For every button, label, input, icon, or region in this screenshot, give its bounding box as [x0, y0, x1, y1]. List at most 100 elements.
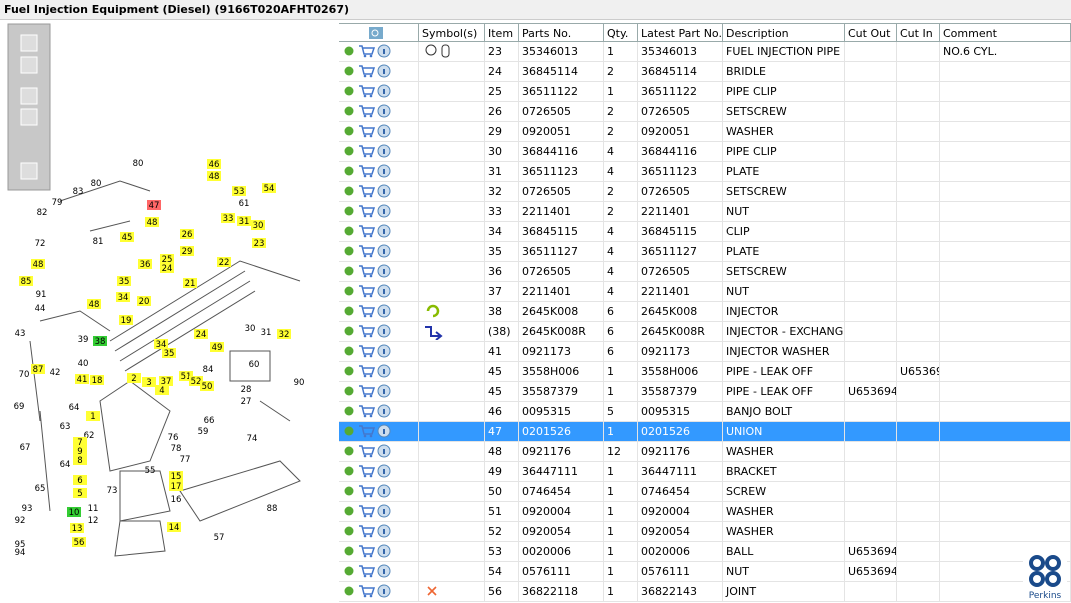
table-cell: 2645K008	[638, 302, 723, 322]
row-icons	[339, 582, 419, 602]
table-cell: 0921173	[638, 342, 723, 362]
window-title: Fuel Injection Equipment (Diesel) (9166T…	[0, 0, 1071, 20]
callout: 53	[234, 187, 245, 197]
table-cell	[845, 282, 897, 302]
toolbar-button[interactable]	[20, 34, 38, 52]
callout: 36	[140, 260, 151, 270]
table-cell: 46	[485, 402, 519, 422]
table-cell	[940, 142, 1071, 162]
table-cell: 36511123	[519, 162, 604, 182]
table-cell: 4	[604, 142, 638, 162]
callout: 77	[180, 455, 191, 465]
table-cell	[897, 342, 940, 362]
table-cell: 4	[604, 162, 638, 182]
callout-box	[160, 263, 174, 273]
table-cell: 50	[485, 482, 519, 502]
callout-box	[169, 471, 183, 481]
table-cell	[897, 122, 940, 142]
callout: 27	[241, 397, 252, 407]
table-cell: PLATE	[723, 162, 845, 182]
symbol-cell	[419, 222, 485, 242]
table-cell: WASHER	[723, 442, 845, 462]
table-cell: BRIDLE	[723, 62, 845, 82]
table-cell: 12	[604, 442, 638, 462]
table-cell	[897, 442, 940, 462]
callout: 80	[133, 159, 144, 169]
table-cell: 26	[485, 102, 519, 122]
callout: 3	[146, 378, 151, 388]
table-cell	[940, 522, 1071, 542]
callout-box	[31, 259, 45, 269]
table-cell	[897, 462, 940, 482]
table-cell	[845, 42, 897, 62]
row-icons	[339, 42, 419, 62]
table-cell	[845, 362, 897, 382]
table-cell	[897, 302, 940, 322]
table-cell: 36511122	[519, 82, 604, 102]
table-cell: 31	[485, 162, 519, 182]
callout-box	[119, 315, 133, 325]
callout: 30	[253, 221, 264, 231]
table-cell	[845, 82, 897, 102]
table-cell	[940, 462, 1071, 482]
callout: 43	[15, 329, 26, 339]
callout: 45	[122, 233, 133, 243]
table-cell: 52	[485, 522, 519, 542]
callout: 66	[204, 416, 215, 426]
row-icons	[339, 62, 419, 82]
table-cell: FUEL INJECTION PIPE	[723, 42, 845, 62]
table-cell: SETSCREW	[723, 182, 845, 202]
table-cell: 0726505	[519, 102, 604, 122]
symbol-cell	[419, 402, 485, 422]
callout-box	[117, 276, 131, 286]
table-cell: BALL	[723, 542, 845, 562]
table-cell: 36845114	[519, 62, 604, 82]
header-cell	[339, 23, 419, 42]
table-cell: 0726505	[638, 262, 723, 282]
callout-box	[169, 481, 183, 491]
table-cell: SCREW	[723, 482, 845, 502]
row-icons	[339, 142, 419, 162]
callout: 54	[264, 184, 275, 194]
table-cell: JOINT	[723, 582, 845, 602]
symbol-cell	[419, 482, 485, 502]
table-cell: BRACKET	[723, 462, 845, 482]
table-cell: 0921173	[519, 342, 604, 362]
table-cell	[940, 282, 1071, 302]
symbol-cell	[419, 182, 485, 202]
callout: 73	[107, 486, 118, 496]
table-cell: 4	[604, 222, 638, 242]
toolbar-button[interactable]	[20, 56, 38, 74]
callout-box	[183, 278, 197, 288]
toolbar-button[interactable]	[20, 162, 38, 180]
table-cell	[845, 402, 897, 422]
table-cell	[845, 202, 897, 222]
table-cell: 36822118	[519, 582, 604, 602]
symbol-cell	[419, 502, 485, 522]
callout: 90	[294, 378, 305, 388]
table-cell	[940, 62, 1071, 82]
table-cell: 0201526	[638, 422, 723, 442]
toolbar-button[interactable]	[20, 87, 38, 105]
table-cell: 36845115	[638, 222, 723, 242]
callout-box	[207, 171, 221, 181]
table-cell	[845, 162, 897, 182]
callout: 41	[77, 375, 88, 385]
callout: 63	[60, 422, 71, 432]
table-cell: 4	[604, 282, 638, 302]
table-cell: 1	[604, 482, 638, 502]
table-cell: NUT	[723, 202, 845, 222]
table-cell	[845, 522, 897, 542]
toolbar-button[interactable]	[20, 108, 38, 126]
callout-box	[162, 348, 176, 358]
table-cell: 36511122	[638, 82, 723, 102]
callout: 29	[182, 247, 193, 257]
row-icons	[339, 102, 419, 122]
table-cell: 29	[485, 122, 519, 142]
table-cell: INJECTOR - EXCHANGE	[723, 322, 845, 342]
table-cell: 1	[604, 542, 638, 562]
table-cell: 0920054	[519, 522, 604, 542]
symbol-cell	[419, 102, 485, 122]
callout: 19	[121, 316, 132, 326]
row-icons	[339, 422, 419, 442]
